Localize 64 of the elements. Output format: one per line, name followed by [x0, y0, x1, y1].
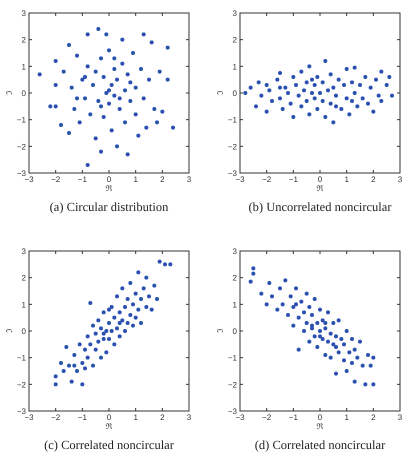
- text: (a) Circular distribution: [50, 200, 170, 214]
- y-tick-label: 0: [22, 89, 27, 98]
- x-tick-label: 3: [398, 175, 403, 184]
- x-tick-label: 0: [318, 413, 323, 422]
- x-tick-label: 3: [186, 175, 192, 184]
- x-tick-label: 2: [160, 175, 166, 184]
- x-axis-title: ℜ: [106, 184, 112, 193]
- y-tick-label: 1: [232, 62, 238, 72]
- y-tick-label: 2: [232, 274, 238, 283]
- x-axis-title: ℜ: [316, 184, 324, 193]
- y-axis-title: ℑ: [5, 328, 14, 333]
- y-tick-label: 2: [22, 274, 27, 283]
- y-tick-label: 3: [22, 247, 27, 256]
- x-tick-label: 0: [318, 175, 323, 184]
- y-tick-label: −2: [228, 142, 238, 152]
- y-tick-label: 2: [22, 36, 27, 45]
- y-tick-label: 1: [22, 300, 27, 310]
- x-axis-title: ℜ: [106, 422, 112, 431]
- x-tick-label: 1: [133, 413, 138, 422]
- y-tick-label: 0: [232, 89, 238, 98]
- x-axis-title: ℜ: [316, 422, 324, 431]
- y-tick-label: 3: [232, 9, 238, 18]
- text: (c) Correlated noncircular: [44, 438, 175, 452]
- x-tick-label: −1: [288, 175, 298, 184]
- text: (b) Uncorrelated noncircular: [248, 200, 392, 214]
- y-tick-label: 3: [232, 247, 238, 256]
- x-tick-label: −2: [51, 175, 61, 184]
- y-tick-label: 0: [22, 327, 27, 336]
- y-axis-title: ℑ: [216, 328, 225, 333]
- y-tick-label: −3: [228, 407, 238, 416]
- y-tick-label: −2: [16, 142, 27, 152]
- x-tick-label: 1: [344, 413, 350, 422]
- x-tick-label: −1: [78, 413, 88, 422]
- y-axis-title: ℑ: [216, 90, 225, 95]
- x-tick-label: −1: [288, 413, 298, 422]
- y-tick-label: −1: [16, 116, 27, 125]
- y-tick-label: 3: [22, 9, 27, 18]
- y-tick-label: −1: [228, 354, 238, 363]
- x-tick-label: 1: [344, 175, 350, 184]
- y-tick-label: 1: [22, 62, 27, 72]
- x-tick-label: −2: [51, 413, 61, 422]
- y-axis-title: ℑ: [5, 90, 14, 95]
- y-tick-label: −3: [16, 169, 27, 178]
- y-tick-label: −1: [16, 354, 27, 363]
- x-tick-label: 3: [398, 413, 403, 422]
- y-tick-label: −2: [228, 380, 238, 390]
- x-tick-label: 2: [371, 413, 376, 422]
- x-tick-label: 0: [106, 413, 112, 422]
- y-tick-label: −3: [16, 407, 27, 416]
- x-tick-label: 2: [371, 175, 376, 184]
- y-tick-label: 0: [232, 327, 238, 336]
- x-tick-label: −2: [262, 175, 272, 184]
- y-tick-label: −1: [228, 116, 238, 125]
- text: (d) Correlated noncircular: [254, 438, 386, 452]
- x-tick-label: 2: [160, 413, 166, 422]
- x-tick-label: −1: [78, 175, 88, 184]
- y-tick-label: 2: [232, 36, 238, 45]
- y-tick-label: 1: [232, 300, 238, 310]
- x-tick-label: 3: [186, 413, 192, 422]
- y-tick-label: −2: [16, 380, 27, 390]
- x-tick-label: 0: [106, 175, 112, 184]
- x-tick-label: −2: [262, 413, 272, 422]
- x-tick-label: 1: [133, 175, 138, 184]
- y-tick-label: −3: [228, 169, 238, 178]
